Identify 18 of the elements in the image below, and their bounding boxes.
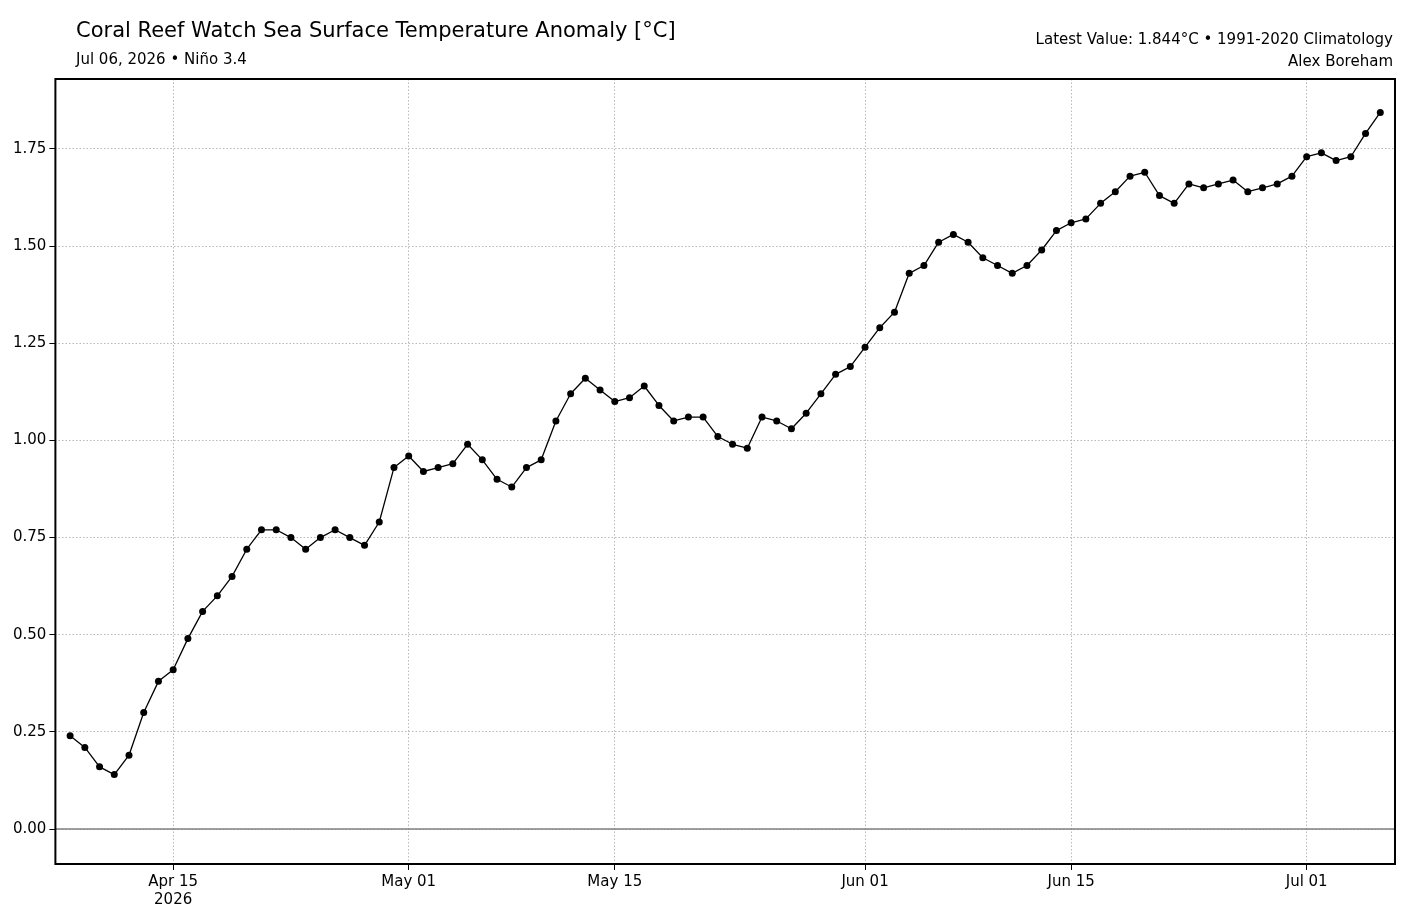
x-tick-label: May 01 <box>381 871 437 890</box>
x-tick-label: Jun 15 <box>1046 871 1095 890</box>
y-tick-label: 1.75 <box>12 138 47 157</box>
y-tick-label: 1.00 <box>12 430 47 449</box>
y-tick-label: 0.50 <box>12 624 47 643</box>
chart-subtitle: Jul 06, 2026 • Niño 3.4 <box>76 50 247 68</box>
x-tick-label: Jun 01 <box>840 871 889 890</box>
y-tick-label: 0.75 <box>12 527 47 546</box>
text: Alex Boreham <box>1287 51 1393 72</box>
text: Latest Value: 1.844°C • 1991-2020 Climatology <box>1035 29 1393 50</box>
chart-title: Coral Reef Watch Sea Surface Temperature Anomaly [°C] <box>76 18 676 42</box>
x-tick-label: May 15 <box>587 871 643 890</box>
x-tick-label: Jul 01 <box>1284 871 1328 890</box>
y-tick-label: 0.00 <box>12 818 47 837</box>
x-tick-label: Apr 15 2026 <box>148 871 199 908</box>
y-tick-label: 0.25 <box>12 721 47 740</box>
y-tick-label: 1.50 <box>12 235 47 254</box>
y-tick-label: 1.25 <box>12 333 47 352</box>
